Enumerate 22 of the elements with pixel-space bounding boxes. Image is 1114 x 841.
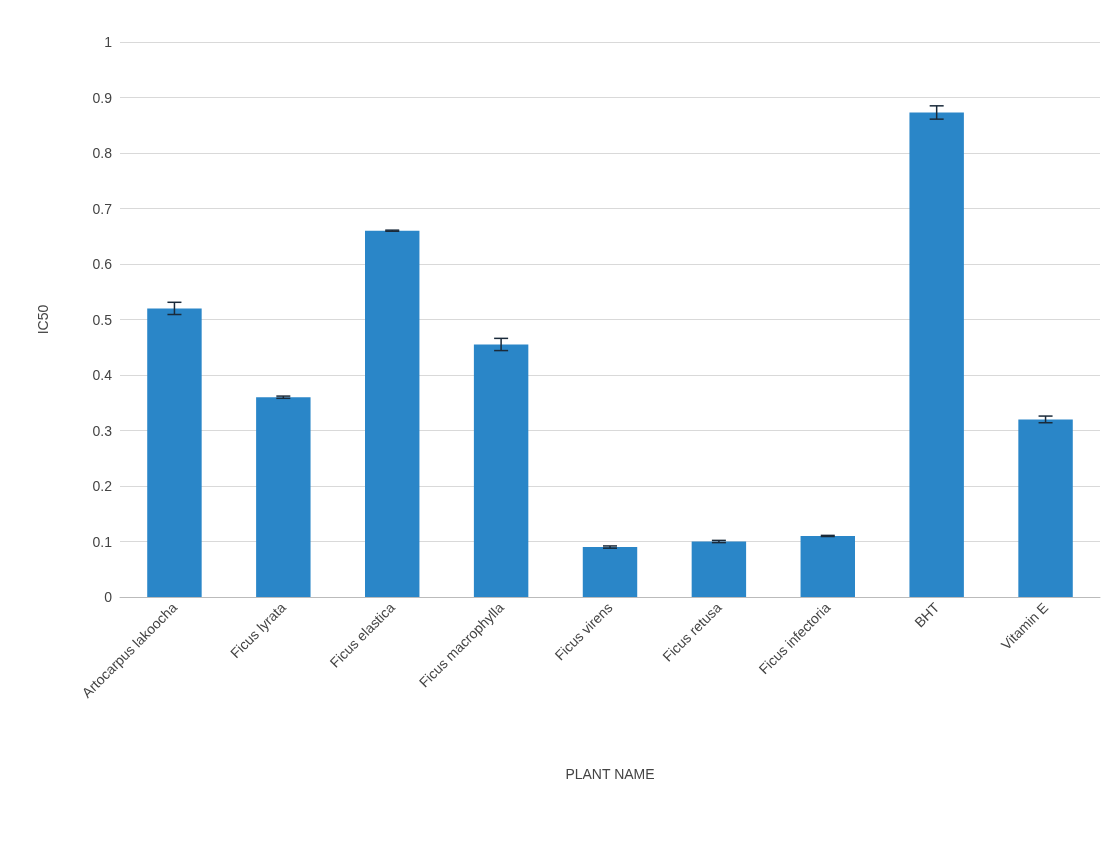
y-tick-label: 0.1 <box>92 533 113 550</box>
bar <box>1018 419 1073 597</box>
y-tick-label: 1 <box>104 34 113 50</box>
x-axis-title: PLANT NAME <box>565 766 655 782</box>
y-tick-label: 0.5 <box>92 311 113 328</box>
bar <box>473 344 529 597</box>
y-tick-label: 0.4 <box>92 367 113 383</box>
bar <box>365 230 420 597</box>
bar <box>147 308 202 597</box>
y-tick-label: 0.6 <box>92 256 113 272</box>
bar <box>256 397 311 597</box>
y-tick-label: 0.2 <box>92 478 113 494</box>
bar <box>691 541 747 597</box>
y-tick-label: 0.7 <box>92 200 113 217</box>
y-tick-label: 0.9 <box>92 89 113 106</box>
bar <box>582 547 638 597</box>
y-tick-label: 0.3 <box>92 422 113 439</box>
y-tick-label: 0 <box>104 589 113 605</box>
bar <box>800 535 855 597</box>
y-tick-label: 0.8 <box>92 145 113 161</box>
bar <box>909 112 964 597</box>
y-axis-title: IC50 <box>35 304 51 335</box>
